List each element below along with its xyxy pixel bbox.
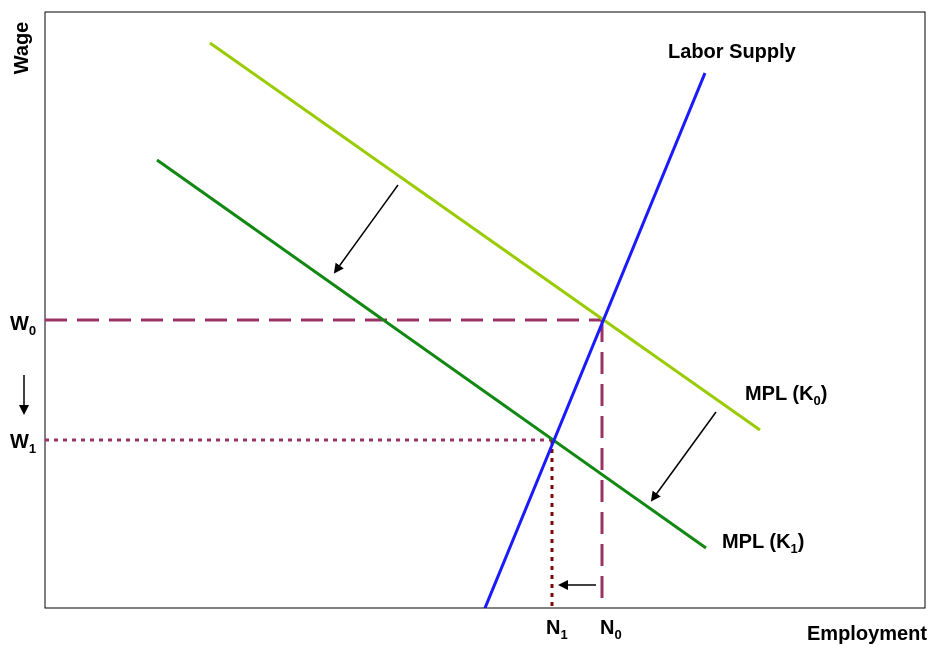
plot-frame	[44, 11, 926, 609]
labor-supply-curve	[483, 72, 707, 609]
w0-label: W0	[10, 313, 36, 338]
mpl-k0-label: MPL (K0)	[745, 383, 827, 408]
w1-label: W1	[10, 431, 36, 456]
shift-arrow-upper	[333, 184, 399, 274]
shift-arrow-lower	[650, 411, 717, 502]
n1-label: N1	[546, 617, 568, 642]
labor-supply-label: Labor Supply	[668, 41, 797, 63]
mpl-k0-curve	[209, 41, 761, 432]
y-axis-label: Wage	[11, 22, 33, 75]
mpl-k1-label: MPL (K1)	[722, 531, 804, 556]
mpl-k1-curve	[156, 158, 707, 550]
x-axis-label: Employment	[807, 623, 927, 645]
n0-label: N0	[600, 617, 622, 642]
